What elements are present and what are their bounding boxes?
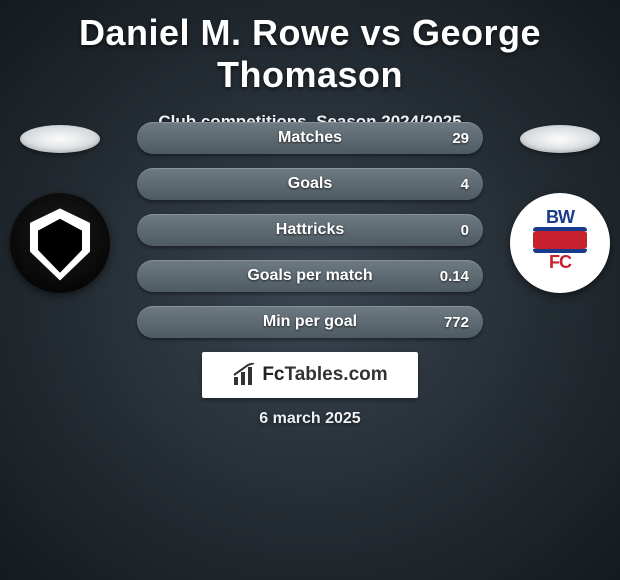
stat-row-hattricks: Hattricks 0	[137, 214, 483, 246]
player-right-column: BW FC	[510, 125, 610, 293]
bar-chart-icon	[232, 363, 256, 387]
stat-right-value: 0.14	[440, 268, 469, 285]
date-label: 6 march 2025	[0, 410, 620, 428]
stat-row-matches: Matches 29	[137, 122, 483, 154]
stat-row-goals: Goals 4	[137, 168, 483, 200]
player-right-avatar-placeholder	[520, 125, 600, 153]
stat-label: Goals	[288, 175, 332, 193]
stat-label: Min per goal	[263, 313, 357, 331]
stat-row-goals-per-match: Goals per match 0.14	[137, 260, 483, 292]
logo-text: FcTables.com	[262, 364, 387, 386]
player-left-avatar-placeholder	[20, 125, 100, 153]
stat-right-value: 29	[452, 130, 469, 147]
bwfc-text-top: BW	[546, 207, 574, 228]
bwfc-ribbon	[533, 231, 587, 249]
player-left-column	[10, 125, 110, 293]
stat-right-value: 772	[444, 314, 469, 331]
player-right-club-badge: BW FC	[510, 193, 610, 293]
stat-label: Matches	[278, 129, 342, 147]
stat-right-value: 0	[461, 222, 469, 239]
fctables-logo[interactable]: FcTables.com	[202, 352, 418, 398]
player-left-club-badge	[10, 193, 110, 293]
page-title: Daniel M. Rowe vs George Thomason	[0, 0, 620, 96]
stat-label: Goals per match	[247, 267, 372, 285]
bwfc-text-bottom: FC	[549, 252, 571, 273]
stats-container: Matches 29 Goals 4 Hattricks 0 Goals per…	[137, 122, 483, 338]
stat-row-min-per-goal: Min per goal 772	[137, 306, 483, 338]
stat-label: Hattricks	[276, 221, 344, 239]
stat-right-value: 4	[461, 176, 469, 193]
